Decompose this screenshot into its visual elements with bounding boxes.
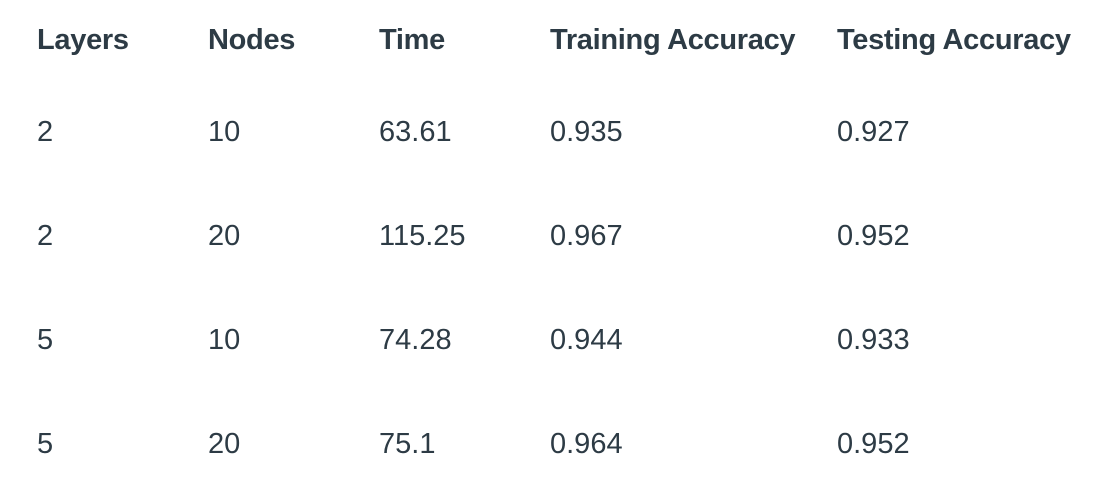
cell-testing-accuracy: 0.952 [837, 427, 910, 460]
column-header-nodes: Nodes [208, 23, 296, 56]
column-header-time: Time [379, 23, 445, 56]
column-header-testing-accuracy: Testing Accuracy [837, 23, 1071, 56]
cell-nodes: 10 [208, 323, 241, 356]
cell-training-accuracy: 0.944 [550, 323, 623, 356]
cell-nodes: 10 [208, 115, 241, 148]
cell-time: 63.61 [379, 115, 452, 148]
cell-nodes: 20 [208, 219, 241, 252]
table-row: 2 20 115.25 0.967 0.952 [21, 184, 1081, 288]
table-header: Layers Nodes Time Training Accuracy Test… [21, 0, 1081, 80]
table-body: 2 10 63.61 0.935 0.927 2 20 115.25 0.967… [21, 80, 1081, 496]
cell-testing-accuracy: 0.933 [837, 323, 910, 356]
cell-time: 75.1 [379, 427, 436, 460]
cell-time: 74.28 [379, 323, 452, 356]
column-header-training-accuracy: Training Accuracy [550, 23, 796, 56]
cell-training-accuracy: 0.935 [550, 115, 623, 148]
results-table: Layers Nodes Time Training Accuracy Test… [21, 0, 1081, 496]
cell-layers: 5 [37, 427, 54, 460]
cell-time: 115.25 [379, 219, 466, 252]
cell-testing-accuracy: 0.952 [837, 219, 910, 252]
cell-training-accuracy: 0.964 [550, 427, 623, 460]
cell-layers: 2 [37, 115, 54, 148]
cell-layers: 5 [37, 323, 54, 356]
table-row: 5 10 74.28 0.944 0.933 [21, 288, 1081, 392]
cell-training-accuracy: 0.967 [550, 219, 623, 252]
cell-testing-accuracy: 0.927 [837, 115, 910, 148]
cell-layers: 2 [37, 219, 54, 252]
table-row: 2 10 63.61 0.935 0.927 [21, 80, 1081, 184]
table-row: 5 20 75.1 0.964 0.952 [21, 392, 1081, 496]
column-header-layers: Layers [37, 23, 129, 56]
header-row: Layers Nodes Time Training Accuracy Test… [21, 0, 1081, 80]
cell-nodes: 20 [208, 427, 241, 460]
